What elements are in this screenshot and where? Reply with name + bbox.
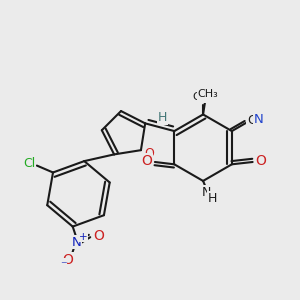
Text: ⁻: ⁻ <box>60 259 66 272</box>
Text: O: O <box>142 154 152 168</box>
Text: CH₃: CH₃ <box>197 89 218 99</box>
Text: Cl: Cl <box>23 157 35 170</box>
Text: O: O <box>62 253 73 267</box>
Text: O: O <box>144 147 154 161</box>
Text: N: N <box>71 236 81 249</box>
Text: O: O <box>255 154 266 168</box>
Text: H: H <box>208 191 218 205</box>
Text: C: C <box>247 114 256 127</box>
Text: H: H <box>158 111 167 124</box>
Text: N: N <box>202 186 211 199</box>
Text: CH₃: CH₃ <box>193 92 214 102</box>
Text: O: O <box>93 229 104 243</box>
Text: N: N <box>254 113 264 126</box>
Text: +: + <box>79 232 88 242</box>
